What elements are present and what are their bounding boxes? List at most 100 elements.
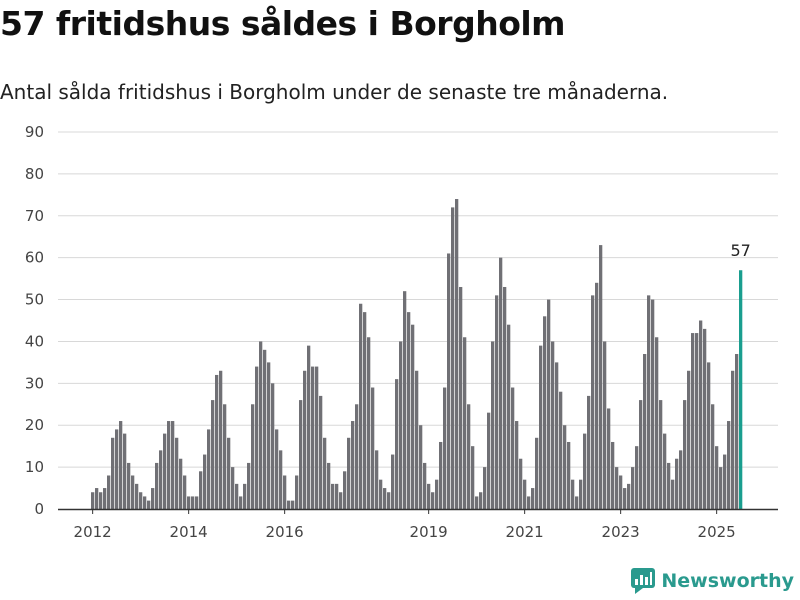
bar bbox=[607, 408, 611, 509]
bar bbox=[111, 437, 115, 509]
bar bbox=[707, 362, 711, 509]
bar bbox=[563, 425, 567, 509]
bar bbox=[619, 475, 623, 509]
bar bbox=[591, 295, 595, 509]
bar bbox=[383, 488, 387, 509]
bar bbox=[435, 479, 439, 509]
bar bbox=[547, 299, 551, 509]
bar bbox=[151, 488, 155, 509]
bar bbox=[115, 429, 119, 509]
bar bbox=[579, 479, 583, 509]
bar bbox=[231, 467, 235, 509]
bar bbox=[691, 333, 695, 509]
bar bbox=[599, 245, 603, 509]
bar bbox=[651, 299, 655, 509]
bar bbox=[559, 391, 563, 509]
bar bbox=[379, 479, 383, 509]
bar bbox=[191, 496, 195, 509]
bar bbox=[207, 429, 211, 509]
bar bbox=[711, 404, 715, 509]
y-tick-label: 90 bbox=[25, 123, 44, 141]
bar bbox=[223, 404, 227, 509]
bar bbox=[631, 467, 635, 509]
bar bbox=[731, 370, 735, 509]
bar bbox=[683, 400, 687, 509]
bar bbox=[347, 437, 351, 509]
bar bbox=[107, 475, 111, 509]
bar bbox=[299, 400, 303, 509]
bar bbox=[355, 404, 359, 509]
bar bbox=[259, 341, 263, 509]
bar bbox=[687, 370, 691, 509]
chart-subtitle: Antal sålda fritidshus i Borgholm under … bbox=[0, 80, 669, 104]
x-tick-label: 2021 bbox=[506, 523, 544, 541]
bar bbox=[315, 366, 319, 509]
bar bbox=[611, 441, 615, 509]
bar bbox=[103, 488, 107, 509]
bar bbox=[303, 370, 307, 509]
brand-logo: Newsworthy bbox=[631, 568, 794, 594]
bar bbox=[335, 483, 339, 509]
bar bbox=[659, 400, 663, 509]
y-tick-label: 30 bbox=[25, 374, 44, 392]
bar bbox=[407, 312, 411, 509]
bar bbox=[667, 462, 671, 509]
bar bbox=[95, 488, 99, 509]
bar bbox=[671, 479, 675, 509]
bar bbox=[351, 421, 355, 509]
bar bbox=[227, 437, 231, 509]
bar bbox=[551, 341, 555, 509]
bar bbox=[459, 286, 463, 509]
bar bbox=[319, 395, 323, 509]
bar bbox=[487, 412, 491, 509]
bar bbox=[567, 441, 571, 509]
bar bbox=[131, 475, 135, 509]
bar bbox=[515, 421, 519, 509]
bar bbox=[423, 462, 427, 509]
y-tick-label: 60 bbox=[25, 249, 44, 267]
brand-name: Newsworthy bbox=[661, 570, 794, 592]
bar bbox=[307, 345, 311, 509]
y-tick-label: 50 bbox=[25, 291, 44, 309]
bar bbox=[279, 450, 283, 509]
bar bbox=[367, 337, 371, 509]
bar bbox=[163, 433, 167, 509]
bar bbox=[127, 462, 131, 509]
y-tick-label: 70 bbox=[25, 207, 44, 225]
bar bbox=[199, 471, 203, 509]
newsworthy-logo-icon bbox=[631, 568, 656, 594]
chart-title: 57 fritidshus såldes i Borgholm bbox=[0, 4, 566, 43]
bar bbox=[727, 421, 731, 509]
bar bbox=[139, 492, 143, 509]
bar bbox=[147, 500, 151, 509]
bar bbox=[571, 479, 575, 509]
bar bbox=[531, 488, 535, 509]
bar bbox=[359, 303, 363, 509]
bar bbox=[187, 496, 191, 509]
bar bbox=[583, 433, 587, 509]
bar bbox=[203, 454, 207, 509]
bar bbox=[387, 492, 391, 509]
bar bbox=[543, 316, 547, 509]
bar bbox=[555, 362, 559, 509]
y-tick-label: 20 bbox=[25, 416, 44, 434]
bar bbox=[239, 496, 243, 509]
bar bbox=[507, 324, 511, 509]
bar bbox=[615, 467, 619, 509]
bar bbox=[175, 437, 179, 509]
bar bbox=[527, 496, 531, 509]
bar bbox=[587, 395, 591, 509]
bar bbox=[291, 500, 295, 509]
bar bbox=[415, 370, 419, 509]
bar bbox=[395, 379, 399, 509]
bar bbox=[699, 320, 703, 509]
bar bbox=[723, 454, 727, 509]
bar bbox=[135, 483, 139, 509]
bar bbox=[311, 366, 315, 509]
bar bbox=[463, 337, 467, 509]
bar bbox=[255, 366, 259, 509]
bar bbox=[715, 446, 719, 509]
bar bbox=[447, 253, 451, 509]
highlight-bar bbox=[739, 270, 743, 509]
bar bbox=[655, 337, 659, 509]
